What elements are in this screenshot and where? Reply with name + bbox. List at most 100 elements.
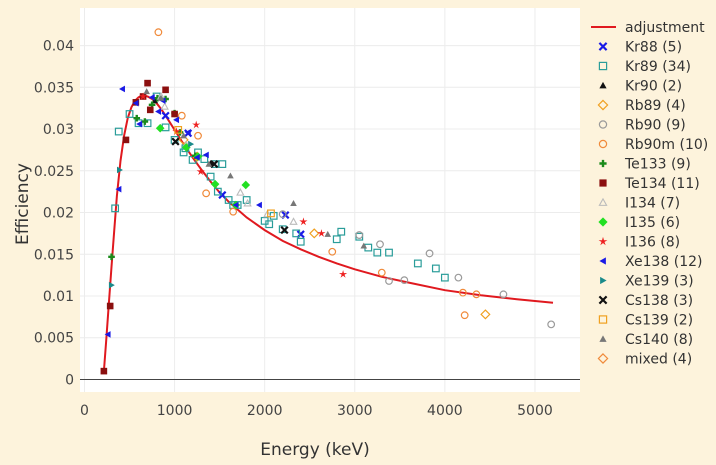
- y-tick-label: 0.015: [34, 247, 74, 263]
- data-point: [174, 125, 183, 134]
- data-point: [547, 320, 556, 329]
- legend-item[interactable]: Te134 (11): [599, 176, 700, 192]
- data-point: [227, 172, 234, 179]
- y-axis-label: Efficiency: [13, 163, 33, 245]
- legend-item[interactable]: Kr90 (2): [599, 79, 682, 95]
- data-point: [184, 129, 191, 136]
- data-point: [236, 188, 245, 196]
- legend-item[interactable]: mixed (4): [597, 352, 692, 368]
- data-point: [161, 111, 170, 120]
- legend-label: Cs139 (2): [625, 313, 693, 329]
- data-points: [100, 28, 556, 375]
- data-point: [133, 114, 141, 122]
- data-point: [180, 132, 187, 139]
- data-point: [213, 187, 222, 196]
- data-point: [119, 85, 125, 93]
- legend-label: I136 (8): [625, 235, 680, 251]
- legend-label: Te134 (11): [624, 176, 700, 192]
- legend-marker: [597, 353, 609, 364]
- data-point: [355, 231, 364, 239]
- data-point: [224, 196, 233, 204]
- legend-item[interactable]: Te133 (9): [599, 157, 691, 173]
- legend-item[interactable]: Rb90m (10): [598, 137, 708, 153]
- legend-item[interactable]: Xe139 (3): [600, 274, 694, 290]
- x-tick-label: 4000: [427, 403, 463, 419]
- data-point: [179, 148, 188, 157]
- fit-line: [102, 94, 554, 372]
- legend-label: Cs138 (3): [625, 293, 693, 309]
- fit-curve: [102, 94, 554, 372]
- legend-marker: [599, 335, 607, 342]
- data-point: [267, 209, 275, 218]
- legend-item[interactable]: Cs138 (3): [598, 293, 693, 309]
- axes: 0 1000 2000 3000 4000 5000 0 0.005 0.01 0.015 0.02…: [34, 39, 580, 419]
- legend-marker: [598, 61, 608, 71]
- data-point: [160, 102, 169, 110]
- data-point: [339, 270, 348, 278]
- legend-label: Rb90 (9): [625, 118, 686, 134]
- data-point: [299, 217, 308, 226]
- data-point: [289, 217, 298, 225]
- legend-marker: [599, 159, 607, 168]
- legend-item[interactable]: adjustment: [591, 20, 705, 36]
- data-point: [280, 225, 289, 235]
- data-point: [162, 86, 169, 94]
- data-point: [202, 151, 209, 159]
- data-point: [317, 229, 326, 237]
- data-point: [385, 248, 393, 257]
- legend-marker: [597, 99, 609, 111]
- data-point: [210, 179, 220, 189]
- data-point: [173, 116, 180, 124]
- data-point: [132, 99, 139, 107]
- legend-label: mixed (4): [625, 352, 692, 368]
- y-tick-label: 0.025: [34, 164, 74, 180]
- data-point: [243, 198, 252, 207]
- data-point: [242, 196, 251, 204]
- data-point: [143, 88, 150, 95]
- y-tick-label: 0.03: [43, 122, 74, 138]
- data-point: [210, 160, 219, 169]
- data-point: [218, 190, 227, 200]
- legend-item[interactable]: Cs140 (8): [599, 332, 693, 348]
- legend-marker: [598, 120, 608, 129]
- legend-item[interactable]: Xe138 (12): [599, 254, 703, 270]
- data-point: [114, 127, 123, 136]
- data-point: [460, 311, 469, 320]
- legend-item[interactable]: Rb90 (9): [598, 118, 686, 134]
- legend-label: Xe139 (3): [625, 274, 694, 290]
- legend-label: Kr89 (34): [625, 59, 691, 75]
- legend-marker: [598, 315, 608, 324]
- data-point: [115, 185, 122, 193]
- data-point: [148, 94, 155, 101]
- data-point: [172, 127, 181, 135]
- y-tick-label: 0.02: [43, 206, 74, 222]
- legend-label: Cs140 (8): [625, 332, 693, 348]
- data-point: [193, 154, 200, 161]
- data-point: [177, 111, 186, 120]
- legend-marker: [599, 179, 607, 187]
- legend-item[interactable]: Cs139 (2): [598, 313, 693, 329]
- data-point: [106, 302, 114, 310]
- legend-item[interactable]: Kr88 (5): [598, 40, 682, 56]
- data-point: [431, 264, 440, 273]
- data-point: [108, 253, 115, 261]
- data-point: [178, 134, 189, 146]
- legend-item[interactable]: I136 (8): [598, 235, 681, 251]
- legend-marker: [600, 276, 607, 285]
- data-point: [400, 276, 409, 285]
- legend-item[interactable]: I134 (7): [598, 196, 680, 212]
- data-point: [125, 110, 134, 118]
- legend-item[interactable]: Rb89 (4): [597, 98, 686, 114]
- legend-item[interactable]: I135 (6): [598, 215, 680, 231]
- legend-label: Rb89 (4): [625, 98, 686, 114]
- legend-item[interactable]: Kr89 (34): [598, 59, 691, 75]
- data-point: [146, 106, 154, 114]
- data-point: [141, 118, 149, 125]
- legend-label: I134 (7): [625, 196, 680, 212]
- legend-marker: [598, 139, 608, 149]
- data-point: [108, 281, 115, 289]
- data-point: [144, 79, 151, 87]
- data-point: [337, 227, 346, 236]
- data-point: [202, 189, 211, 198]
- data-point: [292, 229, 301, 238]
